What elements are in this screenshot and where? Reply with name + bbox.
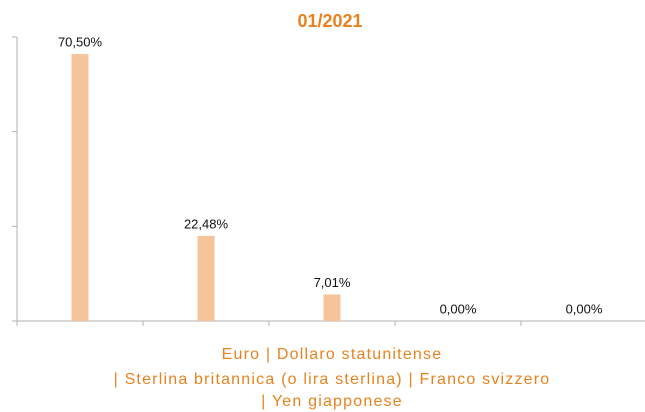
bar bbox=[71, 54, 89, 321]
value-label: 70,50% bbox=[58, 34, 103, 49]
value-label: 0,00% bbox=[440, 301, 477, 316]
x-axis-label: | Yen giapponese bbox=[261, 393, 403, 410]
chart-title: 01/2021 bbox=[297, 11, 362, 31]
value-label: 7,01% bbox=[314, 275, 351, 290]
value-label: 0,00% bbox=[566, 301, 603, 316]
value-label: 22,48% bbox=[184, 216, 229, 231]
x-axis-label: | Sterlina britannica (o lira sterlina) … bbox=[114, 371, 551, 388]
bar bbox=[197, 235, 215, 321]
bar bbox=[323, 294, 341, 321]
x-axis-label: Euro | Dollaro statunitense bbox=[222, 346, 443, 363]
